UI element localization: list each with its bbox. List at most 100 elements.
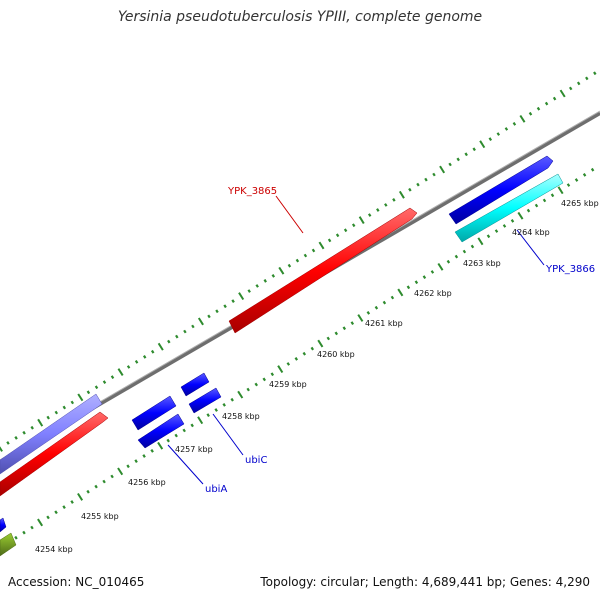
major-tick [37, 418, 44, 427]
gene-red-left [0, 411, 109, 497]
minor-tick [46, 515, 50, 520]
topology-summary: Topology: circular; Length: 4,689,441 bp… [260, 575, 590, 589]
minor-tick [22, 530, 26, 535]
minor-tick [54, 410, 59, 415]
minor-tick [14, 535, 18, 540]
minor-tick [502, 224, 507, 228]
minor-tick [246, 387, 250, 392]
scale-label-4263: 4263 kbp [463, 259, 501, 268]
gene-blue-bottom-left [0, 517, 7, 533]
minor-tick [334, 331, 339, 336]
minor-tick [286, 362, 291, 366]
minor-tick [175, 334, 179, 339]
minor-tick [390, 295, 395, 300]
gene-label-ubiC: ubiC [245, 455, 267, 466]
scale-label-4257: 4257 kbp [175, 445, 213, 454]
minor-tick [54, 510, 58, 515]
major-tick [197, 317, 204, 326]
major-tick [0, 446, 3, 452]
gene-blue-upper-right [448, 155, 554, 225]
minor-tick [167, 339, 171, 344]
scale-label-4260: 4260 kbp [317, 350, 355, 359]
minor-tick [183, 329, 187, 334]
minor-tick [262, 377, 267, 382]
minor-tick [30, 425, 34, 430]
scale-label-4254: 4254 kbp [35, 545, 73, 554]
minor-tick [494, 229, 499, 233]
minor-tick [528, 111, 533, 116]
accession-text: Accession: NC_010465 [8, 575, 145, 589]
major-tick [117, 368, 124, 376]
gene-purple [0, 393, 103, 475]
minor-tick [590, 167, 595, 172]
gene-label-ypk3865: YPK_3865 [227, 186, 277, 197]
minor-tick [408, 187, 412, 192]
minor-tick [231, 299, 235, 303]
minor-tick [70, 500, 74, 504]
minor-tick [534, 203, 539, 208]
scale-label-4258: 4258 kbp [222, 412, 260, 421]
gene-ypk3866 [454, 173, 564, 243]
minor-tick [376, 208, 380, 212]
minor-tick [566, 183, 571, 187]
minor-tick [593, 71, 597, 76]
major-tick [559, 89, 566, 98]
minor-tick [472, 147, 476, 152]
minor-tick [462, 249, 467, 254]
minor-tick [464, 152, 468, 157]
inner-tick-track [0, 167, 595, 552]
major-tick [397, 288, 404, 297]
minor-tick [86, 390, 91, 395]
minor-tick [255, 284, 259, 288]
minor-tick [488, 137, 493, 141]
minor-tick [504, 127, 509, 131]
minor-tick [110, 474, 114, 479]
major-tick [77, 492, 84, 501]
gene-ypk3865 [228, 207, 418, 334]
gene-label-ubiA: ubiA [205, 484, 227, 495]
minor-tick [351, 223, 356, 228]
minor-tick [311, 248, 316, 253]
minor-tick [110, 375, 115, 379]
minor-tick [150, 349, 155, 354]
minor-tick [287, 263, 292, 268]
minor-tick [294, 357, 299, 361]
minor-tick [374, 305, 379, 310]
minor-tick [496, 132, 501, 136]
minor-tick [206, 413, 210, 417]
minor-tick [150, 448, 154, 453]
major-tick [477, 237, 484, 246]
minor-tick [46, 415, 50, 420]
minor-tick [142, 355, 147, 359]
minor-tick [102, 380, 107, 384]
major-tick [237, 390, 244, 399]
minor-tick [536, 106, 541, 111]
minor-tick [366, 310, 371, 315]
scale-label-4264: 4264 kbp [512, 228, 550, 237]
minor-tick [310, 346, 315, 351]
ubiC-connector [212, 413, 244, 456]
major-tick [238, 292, 245, 301]
minor-tick [270, 372, 275, 377]
minor-tick [174, 433, 178, 438]
minor-tick [456, 157, 460, 162]
major-tick [157, 441, 164, 450]
minor-tick [271, 274, 276, 278]
scale-label-4262: 4262 kbp [414, 289, 452, 298]
minor-tick [30, 525, 34, 530]
minor-tick [134, 459, 138, 463]
minor-tick [335, 233, 340, 238]
major-tick [358, 216, 365, 225]
minor-tick [327, 238, 332, 243]
minor-tick [230, 397, 234, 402]
minor-tick [6, 441, 10, 445]
minor-tick [62, 505, 66, 509]
major-tick [357, 314, 364, 322]
minor-tick [576, 81, 581, 86]
minor-tick [585, 76, 589, 81]
minor-tick [406, 285, 411, 290]
scale-label-4259: 4259 kbp [269, 380, 307, 389]
minor-tick [512, 122, 517, 126]
major-tick [557, 186, 564, 195]
minor-tick [574, 178, 579, 182]
